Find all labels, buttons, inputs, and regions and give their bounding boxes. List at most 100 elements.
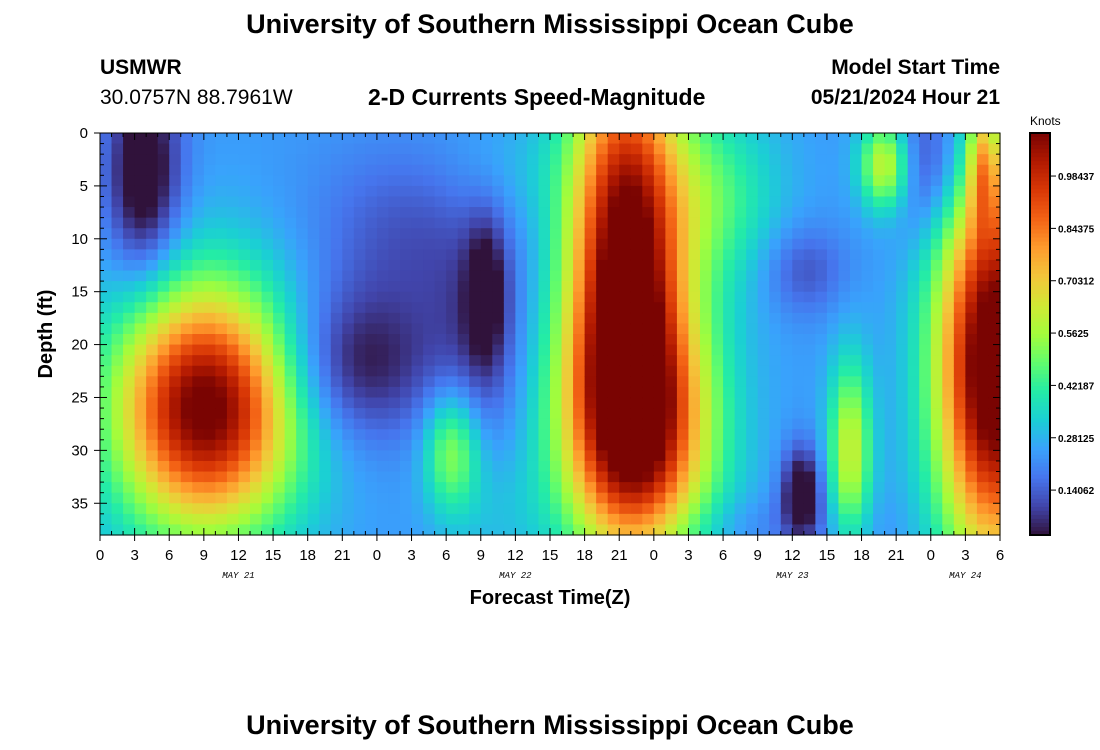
heatmap-cell [284, 471, 297, 483]
heatmap-cell [596, 429, 609, 441]
heatmap-cell [988, 196, 1001, 208]
heatmap-cell [515, 513, 528, 526]
heatmap-cell [526, 281, 540, 293]
heatmap-cell [180, 471, 193, 483]
heatmap-cell [503, 397, 516, 409]
heatmap-cell [342, 344, 355, 356]
heatmap-cell [676, 471, 690, 483]
heatmap-cell [250, 249, 263, 261]
heatmap-cell [700, 408, 713, 420]
heatmap-cell [734, 429, 747, 441]
heatmap-cell [803, 323, 816, 335]
heatmap-cell [111, 291, 124, 303]
heatmap-cell [226, 185, 240, 198]
heatmap-cell [457, 259, 470, 272]
heatmap-cell [307, 365, 320, 377]
heatmap-cell [573, 323, 586, 335]
heatmap-cell [134, 270, 147, 282]
heatmap-cell [561, 397, 574, 409]
heatmap-cell [434, 133, 447, 145]
heatmap-cell [688, 450, 701, 462]
heatmap-cell [596, 386, 609, 399]
heatmap-cell [630, 143, 643, 155]
heatmap-cell [584, 164, 597, 176]
heatmap-cell [134, 397, 147, 409]
heatmap-cell [953, 471, 966, 483]
heatmap-cell [157, 386, 170, 399]
colorbar-step [1030, 157, 1050, 162]
heatmap-cell [953, 291, 966, 303]
heatmap-cell [100, 185, 113, 198]
heatmap-cell [550, 418, 563, 430]
heatmap-cell [619, 281, 632, 293]
heatmap-cell [319, 291, 332, 303]
heatmap-cell [734, 323, 747, 335]
heatmap-cell [815, 503, 828, 515]
heatmap-cell [169, 323, 182, 335]
heatmap-cell [250, 217, 263, 229]
heatmap-cell [423, 154, 436, 166]
heatmap-cell [157, 482, 170, 494]
heatmap-cell [988, 344, 1001, 356]
heatmap-cell [953, 133, 966, 145]
heatmap-cell [100, 312, 113, 325]
heatmap-cell [353, 238, 366, 250]
heatmap-cell [850, 334, 863, 346]
heatmap-cell [953, 270, 966, 282]
colorbar-step [1030, 241, 1050, 247]
heatmap-cell [550, 238, 563, 250]
heatmap-cell [803, 175, 816, 187]
heatmap-cell [226, 302, 240, 314]
heatmap-cell [250, 418, 263, 430]
heatmap-cell [826, 524, 840, 536]
heatmap-cell [215, 513, 228, 526]
heatmap-cell [919, 312, 932, 325]
heatmap-cell [838, 429, 851, 441]
colorbar-step [1030, 265, 1050, 271]
heatmap-cell [134, 302, 147, 314]
heatmap-cell [469, 334, 482, 346]
heatmap-cell [238, 154, 251, 166]
heatmap-cell [111, 365, 124, 377]
heatmap-cell [884, 175, 897, 187]
colorbar-frame [1029, 132, 1051, 536]
heatmap-cell [815, 460, 828, 473]
heatmap-cell [169, 513, 182, 526]
heatmap-cell [942, 376, 955, 388]
heatmap-cell [538, 439, 551, 451]
heatmap-cell [538, 386, 551, 399]
heatmap-cell [146, 143, 159, 155]
heatmap-cell [746, 302, 759, 314]
heatmap-cell [365, 217, 378, 229]
heatmap-cell [619, 334, 632, 346]
heatmap-cell [526, 460, 540, 473]
heatmap-cell [180, 408, 193, 420]
heatmap-cell [100, 270, 113, 282]
heatmap-cell [353, 397, 366, 409]
heatmap-cell [769, 386, 782, 399]
heatmap-cell [503, 270, 516, 282]
heatmap-cell [434, 513, 447, 526]
heatmap-cell [619, 154, 632, 166]
heatmap-cell [561, 196, 574, 208]
heatmap-cell [203, 302, 216, 314]
heatmap-cell [388, 524, 401, 536]
heatmap-cell [919, 355, 932, 367]
heatmap-cell [353, 143, 366, 155]
heatmap-cell [123, 397, 136, 409]
heatmap-cell [630, 482, 643, 494]
colorbar-step [1030, 366, 1050, 371]
heatmap-cell [261, 143, 274, 155]
heatmap-cell [226, 376, 240, 388]
heatmap-cell [688, 492, 701, 504]
heatmap-cell [250, 196, 263, 208]
heatmap-cell [411, 397, 424, 409]
heatmap-cell [307, 429, 320, 441]
heatmap-cell [203, 270, 216, 282]
heatmap-cell [446, 207, 459, 219]
heatmap-cell [723, 249, 736, 261]
heatmap-cell [619, 291, 632, 303]
heatmap-cell [700, 386, 713, 399]
heatmap-cell [100, 397, 113, 409]
heatmap-cell [319, 503, 332, 515]
